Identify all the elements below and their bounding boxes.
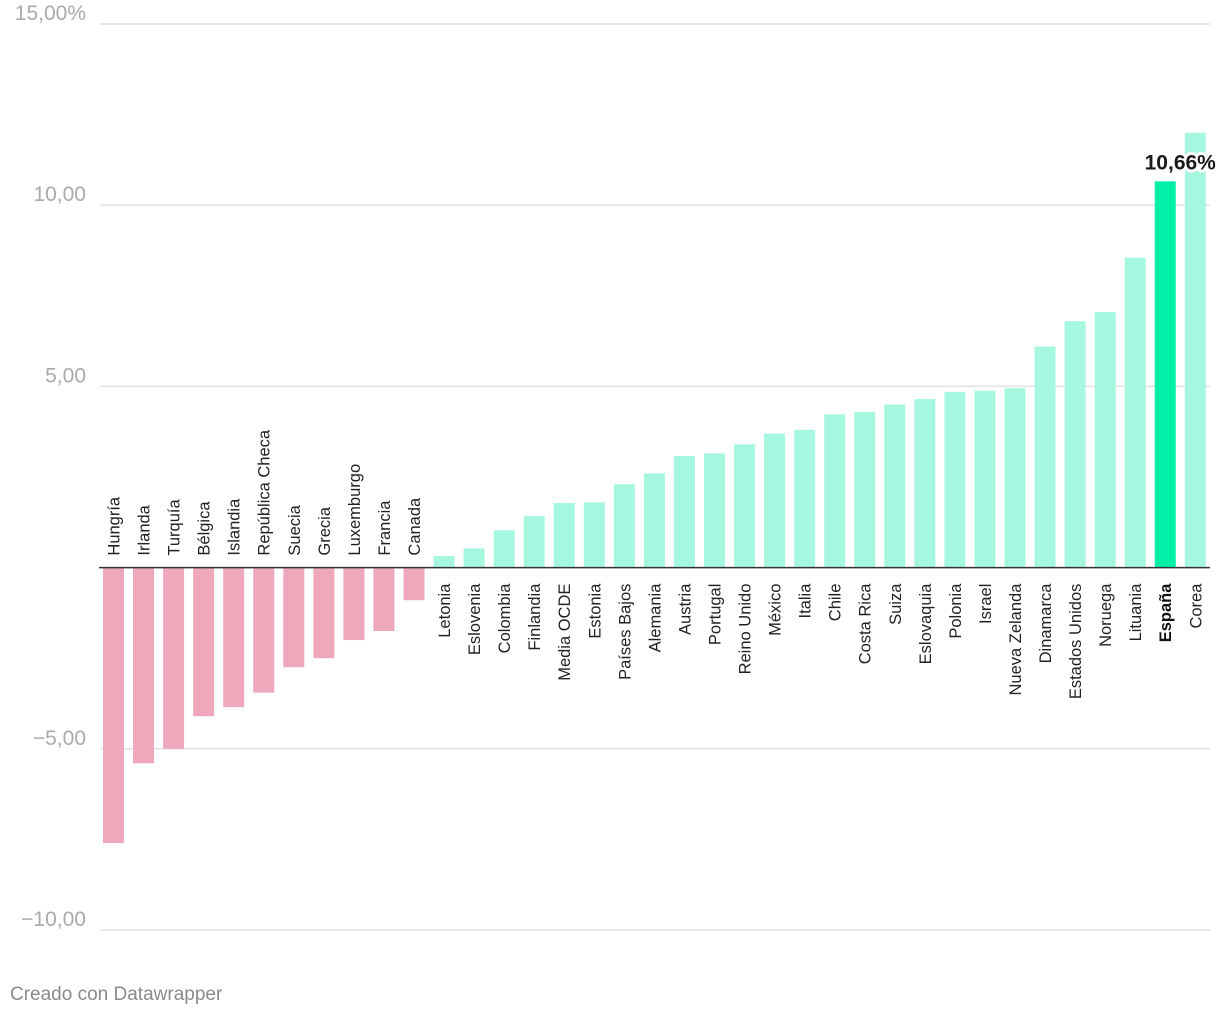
bar-costa-rica <box>854 411 876 568</box>
category-label: Suiza <box>887 583 905 625</box>
bar-polonia <box>944 391 966 568</box>
bar-noruega <box>1094 312 1116 568</box>
highlight-value-label: 10,66% <box>1145 151 1217 174</box>
bar-portugal <box>704 453 725 568</box>
bar-eslovaquia <box>914 399 936 568</box>
category-label: Luxemburgo <box>346 464 364 556</box>
bar-colombia <box>493 530 515 568</box>
y-tick-label: 10,00 <box>33 183 86 206</box>
bar-corea <box>1184 132 1206 568</box>
category-label: Islandia <box>226 498 244 556</box>
gridlines <box>100 23 1210 931</box>
bar-francia <box>373 567 395 632</box>
bar-estonia <box>583 502 605 568</box>
bar-media-ocde <box>553 503 575 568</box>
category-label: Alemania <box>646 583 664 653</box>
bar-chile <box>824 414 846 568</box>
category-label: Francia <box>376 500 394 556</box>
category-label: Israel <box>977 584 995 624</box>
bar-italia <box>794 429 816 568</box>
category-label: Reino Unido <box>737 584 755 675</box>
bar-turquía <box>163 567 185 749</box>
category-label: España <box>1157 583 1175 643</box>
category-label: Suecia <box>286 504 304 555</box>
bar-suecia <box>283 567 305 668</box>
category-label: Lituania <box>1127 583 1145 642</box>
bar-nueva-zelanda <box>1004 388 1026 568</box>
bar-lituania <box>1124 257 1146 568</box>
category-label: Países Bajos <box>616 584 634 680</box>
y-axis: 15,00% 10,00 5,00 −5,00 −10,00 <box>15 2 1210 931</box>
bar-bélgica <box>193 567 215 717</box>
bar-canada <box>403 567 425 601</box>
highlight-value-label-halo: 10,66% <box>1145 151 1217 174</box>
category-label: Corea <box>1187 583 1205 629</box>
bar-finlandia <box>523 516 545 568</box>
category-label: Nueva Zelanda <box>1007 583 1025 696</box>
category-label: Grecia <box>316 506 334 555</box>
y-tick-label: 15,00% <box>15 2 86 25</box>
category-label: Turquía <box>166 499 184 556</box>
bar-irlanda <box>133 567 155 764</box>
category-label: Irlanda <box>136 504 154 555</box>
bar-grecia <box>313 567 335 659</box>
category-label: Austria <box>676 583 694 635</box>
category-label: Portugal <box>707 584 725 645</box>
bar-eslovenia <box>463 548 485 568</box>
bar-hungría <box>103 567 124 844</box>
bar-letonia <box>433 556 455 568</box>
category-label: Noruega <box>1097 583 1115 647</box>
category-label: Italia <box>797 583 815 619</box>
bar-suiza <box>884 404 906 568</box>
bar-españa <box>1154 181 1176 568</box>
category-label: Colombia <box>496 583 514 654</box>
category-label: Dinamarca <box>1037 583 1055 664</box>
bar-israel <box>974 390 996 568</box>
bar-estados-unidos <box>1064 321 1086 568</box>
category-label: Costa Rica <box>857 583 875 665</box>
bar-reino-unido <box>734 444 756 568</box>
y-tick-label: −10,00 <box>21 908 86 931</box>
category-label: Letonia <box>436 583 454 638</box>
category-label: Hungría <box>106 496 124 556</box>
y-tick-label: 5,00 <box>45 364 86 387</box>
bar-países-bajos <box>613 484 635 568</box>
category-label: Estados Unidos <box>1067 584 1085 700</box>
category-labels: Hungría Irlanda Turquía Bélgica Islandia Repú… <box>106 148 1220 700</box>
bar-alemania <box>643 473 665 568</box>
category-label: Finlandia <box>526 583 544 651</box>
bar-méxico <box>764 433 786 568</box>
bar-chart: Hungría Irlanda Turquía Bélgica Islandia Repú… <box>14 2 1220 931</box>
category-label: México <box>767 584 785 636</box>
bar-luxemburgo <box>343 567 365 641</box>
bar-islandia <box>223 567 245 708</box>
bars <box>103 132 1206 844</box>
category-label: Estonia <box>586 583 604 639</box>
category-label: República Checa <box>256 429 274 555</box>
category-label: Chile <box>827 584 845 622</box>
category-label: Canada <box>406 497 424 556</box>
category-label: Bélgica <box>196 501 214 556</box>
category-label: Eslovaquia <box>917 583 935 665</box>
credit-text: Creado con Datawrapper <box>10 984 223 1005</box>
category-label: Eslovenia <box>466 583 484 655</box>
category-label: Media OCDE <box>556 584 574 681</box>
category-label: Polonia <box>947 583 965 639</box>
y-tick-label: −5,00 <box>33 727 86 750</box>
bar-dinamarca <box>1034 346 1056 568</box>
bar-república-checa <box>253 567 275 693</box>
bar-austria <box>673 455 695 568</box>
